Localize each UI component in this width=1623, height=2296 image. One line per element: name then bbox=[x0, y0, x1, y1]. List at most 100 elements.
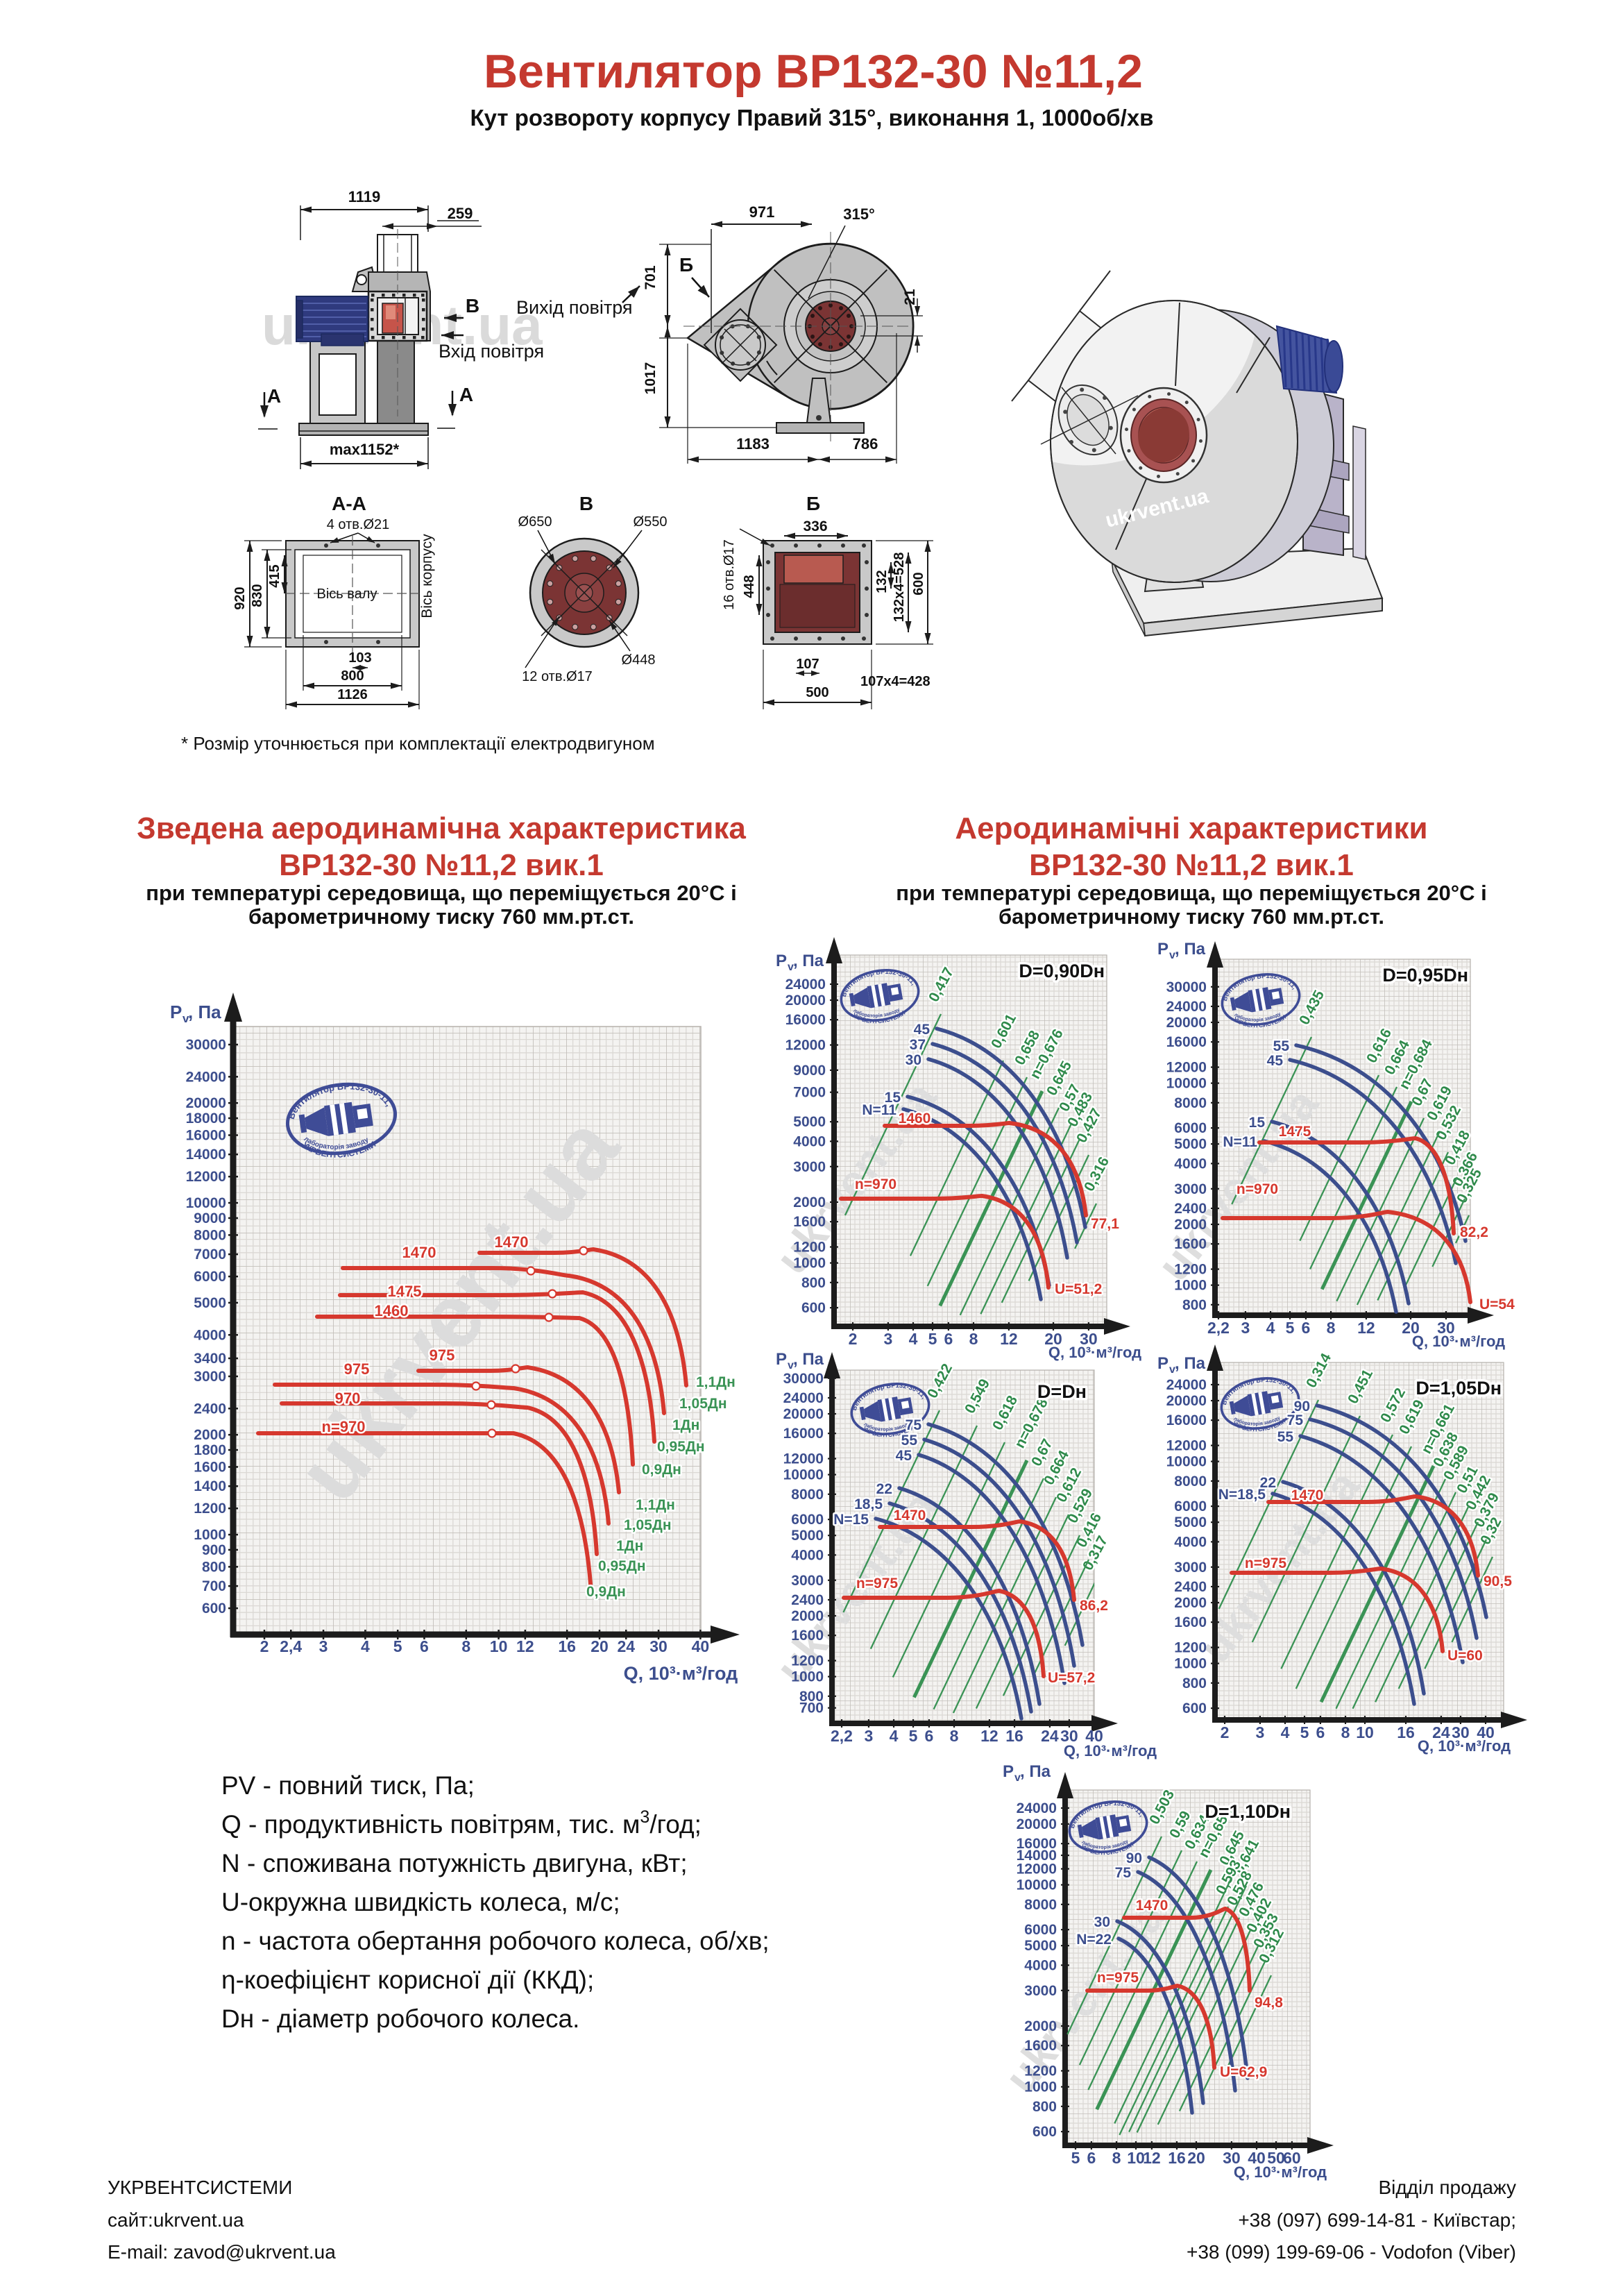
svg-text:20000: 20000 bbox=[1017, 1816, 1057, 1832]
svg-text:55: 55 bbox=[901, 1433, 918, 1449]
svg-text:12: 12 bbox=[1000, 1330, 1018, 1348]
svg-text:, Па: , Па bbox=[793, 1350, 824, 1369]
svg-text:5: 5 bbox=[909, 1727, 918, 1745]
svg-text:50: 50 bbox=[1267, 2149, 1285, 2167]
svg-text:24000: 24000 bbox=[1017, 1800, 1057, 1816]
svg-text:90: 90 bbox=[1126, 1850, 1142, 1866]
svg-text:4000: 4000 bbox=[1024, 1957, 1057, 1973]
svg-text:5: 5 bbox=[1286, 1319, 1295, 1337]
svg-text:, Па: , Па bbox=[188, 1002, 221, 1022]
svg-text:5000: 5000 bbox=[791, 1528, 824, 1544]
svg-text:20000: 20000 bbox=[783, 1406, 824, 1422]
svg-text:7000: 7000 bbox=[194, 1247, 226, 1263]
svg-text:Q, 10³·м³/год: Q, 10³·м³/год bbox=[1234, 2163, 1327, 2181]
svg-text:82,2: 82,2 bbox=[1460, 1224, 1488, 1240]
svg-text:90,5: 90,5 bbox=[1484, 1573, 1512, 1589]
svg-text:6000: 6000 bbox=[194, 1269, 226, 1285]
svg-text:1600: 1600 bbox=[194, 1459, 226, 1475]
svg-text:5000: 5000 bbox=[1024, 1938, 1057, 1954]
svg-text:6000: 6000 bbox=[1024, 1922, 1057, 1938]
svg-text:1,05Дн: 1,05Дн bbox=[624, 1517, 672, 1533]
svg-text:75: 75 bbox=[1287, 1412, 1304, 1428]
svg-text:Ø448: Ø448 bbox=[622, 652, 656, 668]
svg-text:6: 6 bbox=[1087, 2149, 1096, 2167]
svg-text:Вхід повітря: Вхід повітря bbox=[439, 341, 544, 362]
svg-text:60: 60 bbox=[1283, 2149, 1301, 2167]
svg-text:* Розмір уточнюється при компл: * Розмір уточнюється при комплектації ел… bbox=[181, 733, 655, 754]
svg-text:U-окружна швидкість колеса, м/: U-окружна швидкість колеса, м/с; bbox=[221, 1888, 620, 1916]
svg-text:30: 30 bbox=[1223, 2149, 1241, 2167]
svg-text:12000: 12000 bbox=[783, 1451, 824, 1467]
svg-text:Кут розвороту корпусу Правий 3: Кут розвороту корпусу Правий 315°, викон… bbox=[470, 105, 1154, 130]
svg-text:1470: 1470 bbox=[1291, 1487, 1324, 1503]
svg-text:E-mail: zavod@ukrvent.ua: E-mail: zavod@ukrvent.ua bbox=[108, 2241, 336, 2263]
svg-text:2000: 2000 bbox=[1024, 2018, 1057, 2034]
svg-text:при температурі середовища, що: при температурі середовища, що переміщує… bbox=[146, 881, 737, 905]
svg-text:30: 30 bbox=[1080, 1330, 1098, 1348]
svg-text:24000: 24000 bbox=[1166, 999, 1207, 1015]
svg-text:D=1,10Dн: D=1,10Dн bbox=[1205, 1801, 1291, 1822]
svg-text:8000: 8000 bbox=[1174, 1095, 1207, 1111]
svg-text:Вісь валу: Вісь валу bbox=[317, 586, 377, 602]
svg-text:v: v bbox=[788, 961, 794, 973]
svg-text:12: 12 bbox=[516, 1637, 534, 1655]
svg-text:9000: 9000 bbox=[793, 1063, 826, 1079]
svg-text:8: 8 bbox=[1112, 2149, 1121, 2167]
svg-text:4000: 4000 bbox=[1174, 1534, 1207, 1550]
svg-text:40: 40 bbox=[1477, 1723, 1495, 1741]
svg-text:16: 16 bbox=[558, 1637, 576, 1655]
svg-text:Ø550: Ø550 bbox=[634, 514, 668, 530]
svg-text:D=Dн: D=Dн bbox=[1037, 1381, 1087, 1402]
svg-text:1600: 1600 bbox=[1024, 2038, 1057, 2054]
svg-text:Q, 10³·м³/год: Q, 10³·м³/год bbox=[1412, 1333, 1505, 1350]
svg-text:1017: 1017 bbox=[643, 362, 658, 395]
svg-text:D=0,95Dн: D=0,95Dн bbox=[1382, 965, 1468, 986]
svg-text:n - частота обертання робочого: n - частота обертання робочого колеса, о… bbox=[221, 1927, 770, 1955]
svg-text:8000: 8000 bbox=[194, 1227, 226, 1243]
svg-text:24: 24 bbox=[617, 1637, 635, 1655]
svg-text:2000: 2000 bbox=[194, 1427, 226, 1443]
svg-text:0,95Дн: 0,95Дн bbox=[598, 1558, 646, 1574]
svg-text:1,1Дн: 1,1Дн bbox=[636, 1497, 675, 1513]
svg-text:2,2: 2,2 bbox=[1207, 1319, 1230, 1337]
svg-text:45: 45 bbox=[1267, 1053, 1284, 1069]
svg-text:16: 16 bbox=[1397, 1723, 1415, 1741]
svg-text:N=18,5: N=18,5 bbox=[1218, 1487, 1266, 1503]
svg-text:315°: 315° bbox=[843, 205, 875, 223]
svg-text:4: 4 bbox=[909, 1330, 918, 1348]
svg-text:30000: 30000 bbox=[783, 1371, 824, 1387]
svg-text:600: 600 bbox=[202, 1601, 226, 1617]
svg-text:8000: 8000 bbox=[791, 1487, 824, 1503]
svg-text:+38 (097) 699-14-81 - Київстар: +38 (097) 699-14-81 - Київстар; bbox=[1238, 2209, 1516, 2231]
svg-text:20000: 20000 bbox=[1166, 1393, 1207, 1409]
svg-text:107: 107 bbox=[796, 657, 819, 672]
svg-text:500: 500 bbox=[806, 685, 829, 700]
svg-text:4000: 4000 bbox=[791, 1547, 824, 1563]
svg-text:90: 90 bbox=[1294, 1399, 1310, 1415]
svg-text:N=11: N=11 bbox=[1223, 1134, 1257, 1150]
svg-text:55: 55 bbox=[1277, 1429, 1294, 1445]
svg-text:975: 975 bbox=[430, 1347, 455, 1364]
svg-text:n=975: n=975 bbox=[856, 1576, 898, 1592]
svg-text:Dн - діаметр робочого колеса.: Dн - діаметр робочого колеса. bbox=[221, 2004, 579, 2033]
svg-text:30: 30 bbox=[1437, 1319, 1455, 1337]
svg-text:1475: 1475 bbox=[388, 1283, 422, 1300]
svg-text:1470: 1470 bbox=[894, 1508, 926, 1523]
svg-text:U=62,9: U=62,9 bbox=[1220, 2064, 1267, 2080]
svg-text:Вихід повітря: Вихід повітря bbox=[516, 297, 633, 318]
svg-text:4000: 4000 bbox=[1174, 1156, 1207, 1172]
svg-text:1200: 1200 bbox=[194, 1501, 226, 1517]
svg-text:971: 971 bbox=[749, 203, 775, 221]
svg-text:10000: 10000 bbox=[186, 1195, 226, 1211]
svg-text:3000: 3000 bbox=[1174, 1181, 1207, 1197]
svg-text:В: В bbox=[466, 295, 479, 316]
svg-text:37: 37 bbox=[910, 1037, 926, 1053]
svg-text:20: 20 bbox=[1402, 1319, 1420, 1337]
svg-text:n=975: n=975 bbox=[1097, 1970, 1139, 1986]
svg-text:4: 4 bbox=[890, 1727, 899, 1745]
svg-text:15: 15 bbox=[885, 1090, 901, 1106]
svg-text:Аеродинамічні характеристики: Аеродинамічні характеристики bbox=[955, 811, 1427, 845]
svg-text:4: 4 bbox=[361, 1637, 370, 1655]
svg-text:U=54: U=54 bbox=[1479, 1297, 1515, 1312]
svg-text:1600: 1600 bbox=[1174, 1614, 1207, 1630]
